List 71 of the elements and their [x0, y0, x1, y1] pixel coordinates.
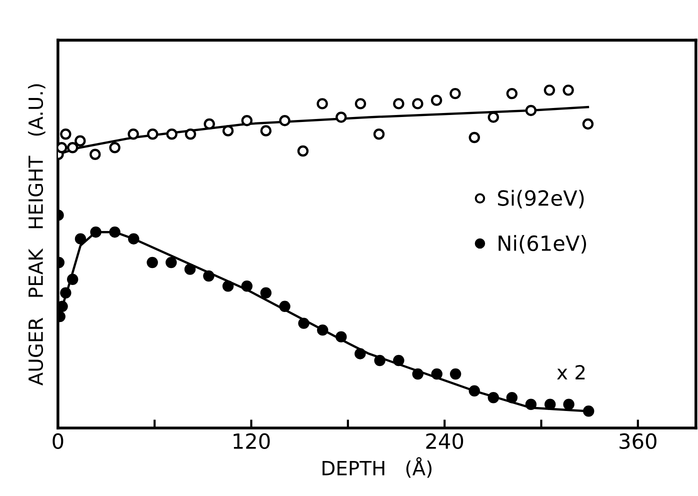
point [109, 226, 120, 238]
point [60, 287, 72, 299]
point [336, 331, 347, 342]
point [544, 398, 556, 410]
point [582, 118, 594, 130]
point [562, 84, 574, 96]
point [279, 300, 290, 312]
point [146, 256, 158, 268]
point [74, 233, 86, 244]
point [583, 406, 594, 417]
point [393, 98, 404, 110]
point [184, 128, 196, 140]
point [430, 94, 442, 106]
point [450, 88, 461, 100]
point [184, 264, 196, 275]
point [354, 348, 366, 360]
point [468, 132, 480, 144]
point [317, 324, 328, 336]
point [316, 98, 328, 110]
annotation: x 2 [557, 364, 585, 380]
point [128, 233, 140, 244]
point [336, 112, 347, 123]
point [203, 270, 214, 282]
point [297, 145, 309, 157]
x-tick-label: 360 [620, 433, 656, 450]
point [279, 114, 290, 126]
point [506, 88, 518, 100]
point [66, 142, 78, 154]
point [468, 385, 480, 396]
legend-label: Si(92eV) [498, 190, 584, 208]
x-tick-label: 240 [426, 433, 464, 450]
point [260, 287, 272, 299]
y-axis-title: AUGER PEAK HEIGHT (A.U.) [28, 84, 46, 386]
point [525, 398, 537, 410]
point [563, 398, 574, 410]
point [58, 300, 68, 312]
point [60, 128, 72, 140]
point [488, 392, 500, 404]
x-tick-label: 120 [234, 433, 270, 450]
point [147, 128, 158, 140]
point [66, 274, 78, 285]
point [58, 142, 68, 154]
point [506, 392, 518, 404]
point [260, 125, 272, 136]
point [412, 368, 424, 380]
point [450, 368, 462, 380]
point [354, 98, 366, 110]
point [128, 128, 139, 140]
point [241, 114, 253, 126]
x-axis-title: DEPTH (Å) [322, 457, 432, 478]
point [204, 118, 215, 130]
point [166, 128, 178, 140]
point [90, 226, 102, 238]
point [90, 148, 101, 160]
point [373, 128, 385, 140]
point [166, 256, 177, 268]
point [488, 112, 500, 123]
point [109, 142, 120, 154]
point [222, 280, 234, 292]
point [525, 104, 537, 116]
point [431, 368, 442, 380]
point [374, 354, 386, 366]
point [74, 135, 86, 146]
point [222, 125, 234, 136]
point [298, 318, 310, 329]
x-tick-label: 0 [52, 433, 64, 450]
point [412, 98, 424, 110]
point [241, 280, 253, 292]
point [393, 354, 404, 366]
point [544, 84, 556, 96]
legend-label: Ni(61eV) [498, 234, 586, 254]
